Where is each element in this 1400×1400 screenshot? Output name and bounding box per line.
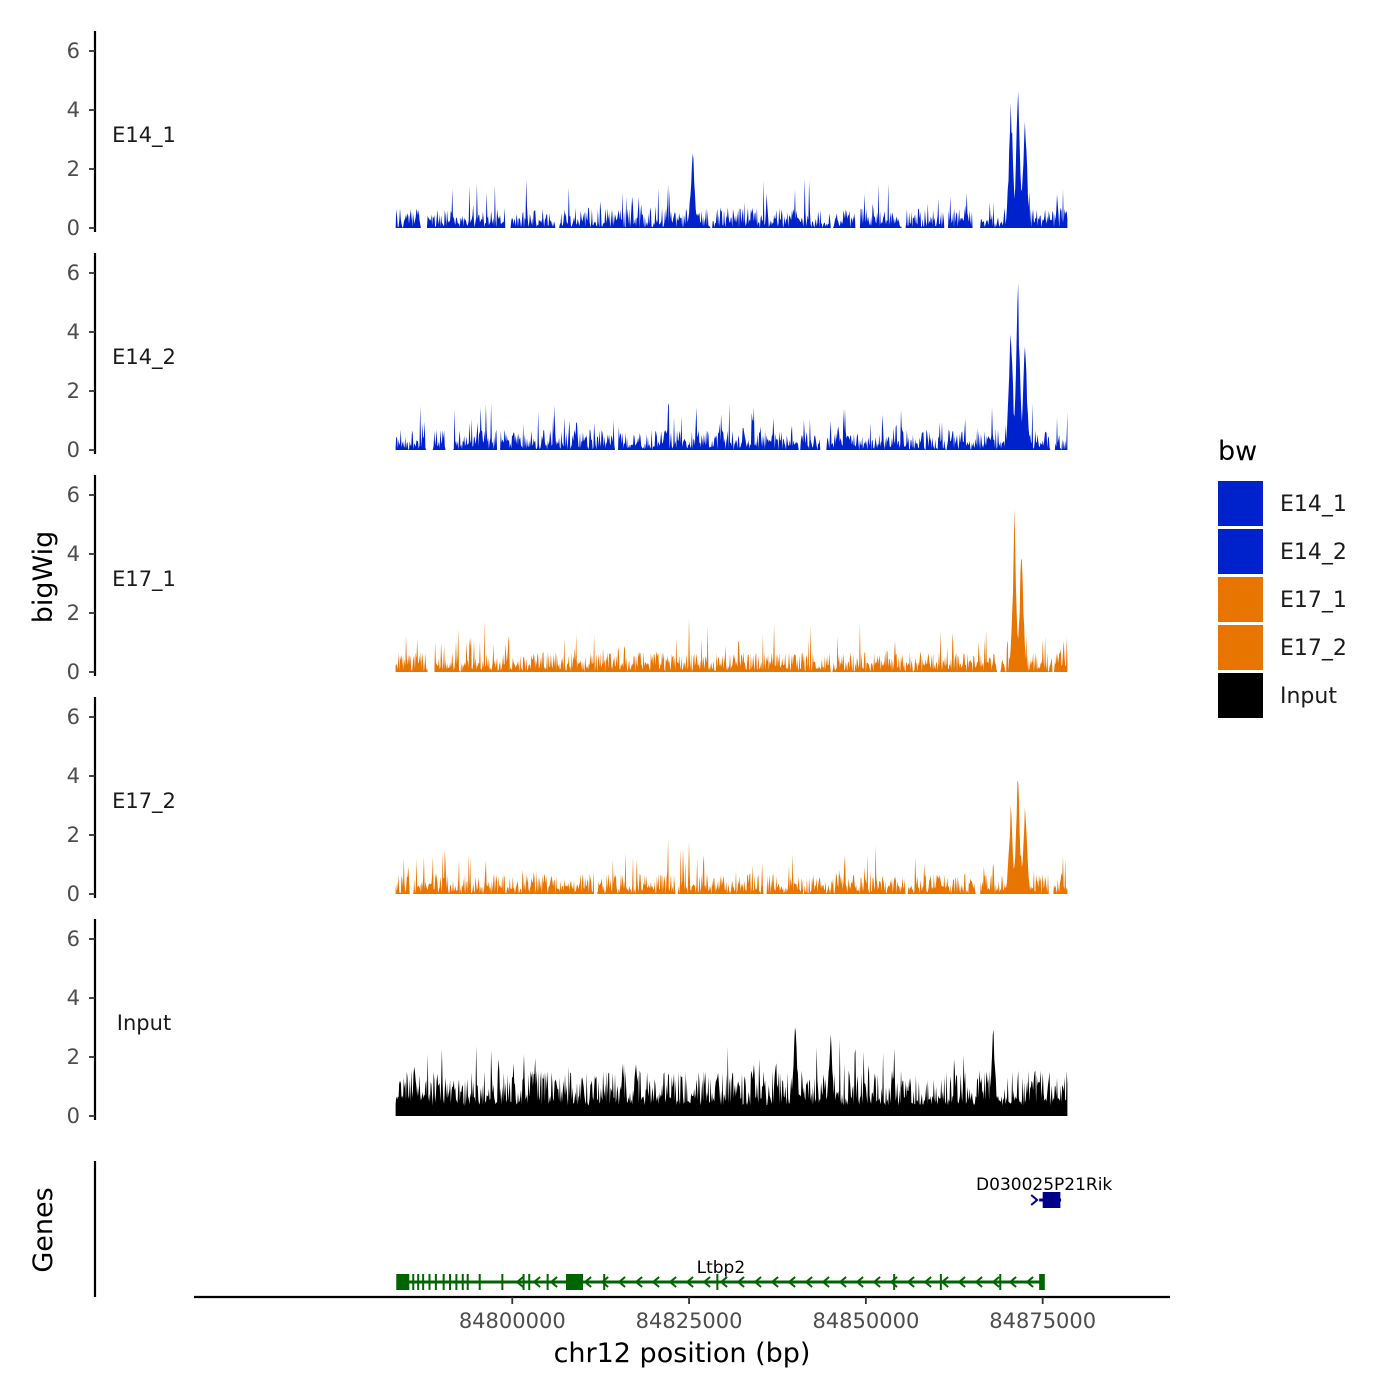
- y-tick-label: 2: [67, 1045, 80, 1069]
- strand-arrow: [821, 1276, 830, 1288]
- y-tick-label: 4: [67, 320, 80, 344]
- track-E14_1: 0 2 4 6 E14_1: [67, 31, 1068, 240]
- y-tick-label: 2: [67, 601, 80, 625]
- x-axis-title: chr12 position (bp): [554, 1338, 811, 1369]
- signal-area-Input: [395, 1027, 1068, 1116]
- strand-arrow: [549, 1276, 558, 1288]
- strand-arrow: [600, 1276, 609, 1288]
- legend-label: E17_1: [1280, 588, 1347, 613]
- signal-area-E14_2: [395, 283, 1068, 450]
- legend-label: Input: [1280, 684, 1337, 709]
- legend-title: bw: [1218, 436, 1257, 467]
- strand-arrow: [906, 1276, 915, 1288]
- y-tick-label: 4: [67, 98, 80, 122]
- tracks-group: 0 2 4 6 E14_1 0 2 4 6 E14_2 0 2 4 6 E17_1 0 2 4 6 E17_2 0 2 4 6…: [67, 31, 1068, 1128]
- track-E17_2: 0 2 4 6 E17_2: [67, 697, 1068, 906]
- y-tick-label: 0: [67, 660, 80, 684]
- legend-swatch-E17_2: [1218, 625, 1263, 670]
- y-tick-label: 6: [67, 483, 80, 507]
- x-tick-label: 84875000: [989, 1309, 1096, 1333]
- track-label: E17_1: [112, 567, 176, 592]
- y-tick-label: 0: [67, 1104, 80, 1128]
- legend-swatch-E14_1: [1218, 481, 1263, 526]
- track-label: E14_2: [112, 345, 176, 370]
- legend-swatch-E17_1: [1218, 577, 1263, 622]
- gene-label: Ltbp2: [697, 1258, 746, 1278]
- strand-arrow: [617, 1276, 626, 1288]
- genes-axis-title: Genes: [28, 1187, 59, 1272]
- exon-block: [1042, 1192, 1061, 1208]
- strand-arrow: [940, 1276, 949, 1288]
- strand-arrow: [719, 1276, 728, 1288]
- strand-arrow: [1008, 1276, 1017, 1288]
- strand-arrow: [1025, 1276, 1034, 1288]
- x-tick-label: 84825000: [636, 1309, 743, 1333]
- strand-arrow: [736, 1276, 745, 1288]
- strand-arrow: [804, 1276, 813, 1288]
- x-axis: 84800000 84825000 84850000 84875000: [194, 1295, 1170, 1333]
- x-tick-label: 84850000: [812, 1309, 919, 1333]
- y-tick-label: 0: [67, 216, 80, 240]
- y-tick-label: 6: [67, 261, 80, 285]
- gene-D030025P21Rik: D030025P21Rik: [976, 1175, 1112, 1208]
- strand-arrow: [634, 1276, 643, 1288]
- y-tick-label: 6: [67, 705, 80, 729]
- track-label: E14_1: [112, 123, 176, 148]
- strand-arrow: [923, 1276, 932, 1288]
- track-E14_2: 0 2 4 6 E14_2: [67, 253, 1068, 462]
- legend-label: E14_1: [1280, 492, 1347, 517]
- y-tick-label: 6: [67, 39, 80, 63]
- strand-arrow: [702, 1276, 711, 1288]
- strand-arrow: [838, 1276, 847, 1288]
- signal-area-E14_1: [395, 91, 1068, 228]
- y-tick-label: 6: [67, 927, 80, 951]
- y-axis-title: bigWig: [28, 531, 59, 624]
- track-label: E17_2: [112, 789, 176, 814]
- strand-arrow: [753, 1276, 762, 1288]
- gene-label: D030025P21Rik: [976, 1175, 1112, 1195]
- strand-arrow: [787, 1276, 796, 1288]
- genes-panel: Ltbp2 D030025P21Rik: [93, 1161, 1112, 1297]
- y-tick-label: 4: [67, 764, 80, 788]
- track-label: Input: [117, 1011, 171, 1035]
- exon-block: [396, 1274, 408, 1290]
- legend-label: E17_2: [1280, 636, 1347, 661]
- strand-arrow: [770, 1276, 779, 1288]
- y-tick-label: 0: [67, 438, 80, 462]
- signal-area-E17_2: [395, 780, 1068, 894]
- signal-area-E17_1: [395, 508, 1068, 672]
- y-tick-label: 2: [67, 157, 80, 181]
- exon-block: [1039, 1274, 1045, 1290]
- track-E17_1: 0 2 4 6 E17_1: [67, 475, 1068, 684]
- strand-arrow: [515, 1276, 524, 1288]
- strand-arrow: [668, 1276, 677, 1288]
- gene-Ltbp2: Ltbp2: [396, 1258, 1045, 1290]
- legend-swatch-E14_2: [1218, 529, 1263, 574]
- strand-arrow: [855, 1276, 864, 1288]
- y-tick-label: 4: [67, 986, 80, 1010]
- y-tick-label: 2: [67, 823, 80, 847]
- strand-arrow: [974, 1276, 983, 1288]
- strand-arrow: [1030, 1194, 1039, 1206]
- strand-arrow: [872, 1276, 881, 1288]
- legend-label: E14_2: [1280, 540, 1347, 565]
- strand-arrow: [957, 1276, 966, 1288]
- y-tick-label: 4: [67, 542, 80, 566]
- y-tick-label: 0: [67, 882, 80, 906]
- strand-arrow: [991, 1276, 1000, 1288]
- strand-arrow: [685, 1276, 694, 1288]
- strand-arrow: [651, 1276, 660, 1288]
- legend-swatch-Input: [1218, 673, 1263, 718]
- exon-block: [566, 1274, 583, 1290]
- strand-arrow: [583, 1276, 592, 1288]
- legend: bw E14_1 E14_2 E17_1 E17_2 Input: [1218, 436, 1347, 718]
- track-Input: 0 2 4 6 Input: [67, 919, 1068, 1128]
- y-tick-label: 2: [67, 379, 80, 403]
- strand-arrow: [532, 1276, 541, 1288]
- x-tick-label: 84800000: [459, 1309, 566, 1333]
